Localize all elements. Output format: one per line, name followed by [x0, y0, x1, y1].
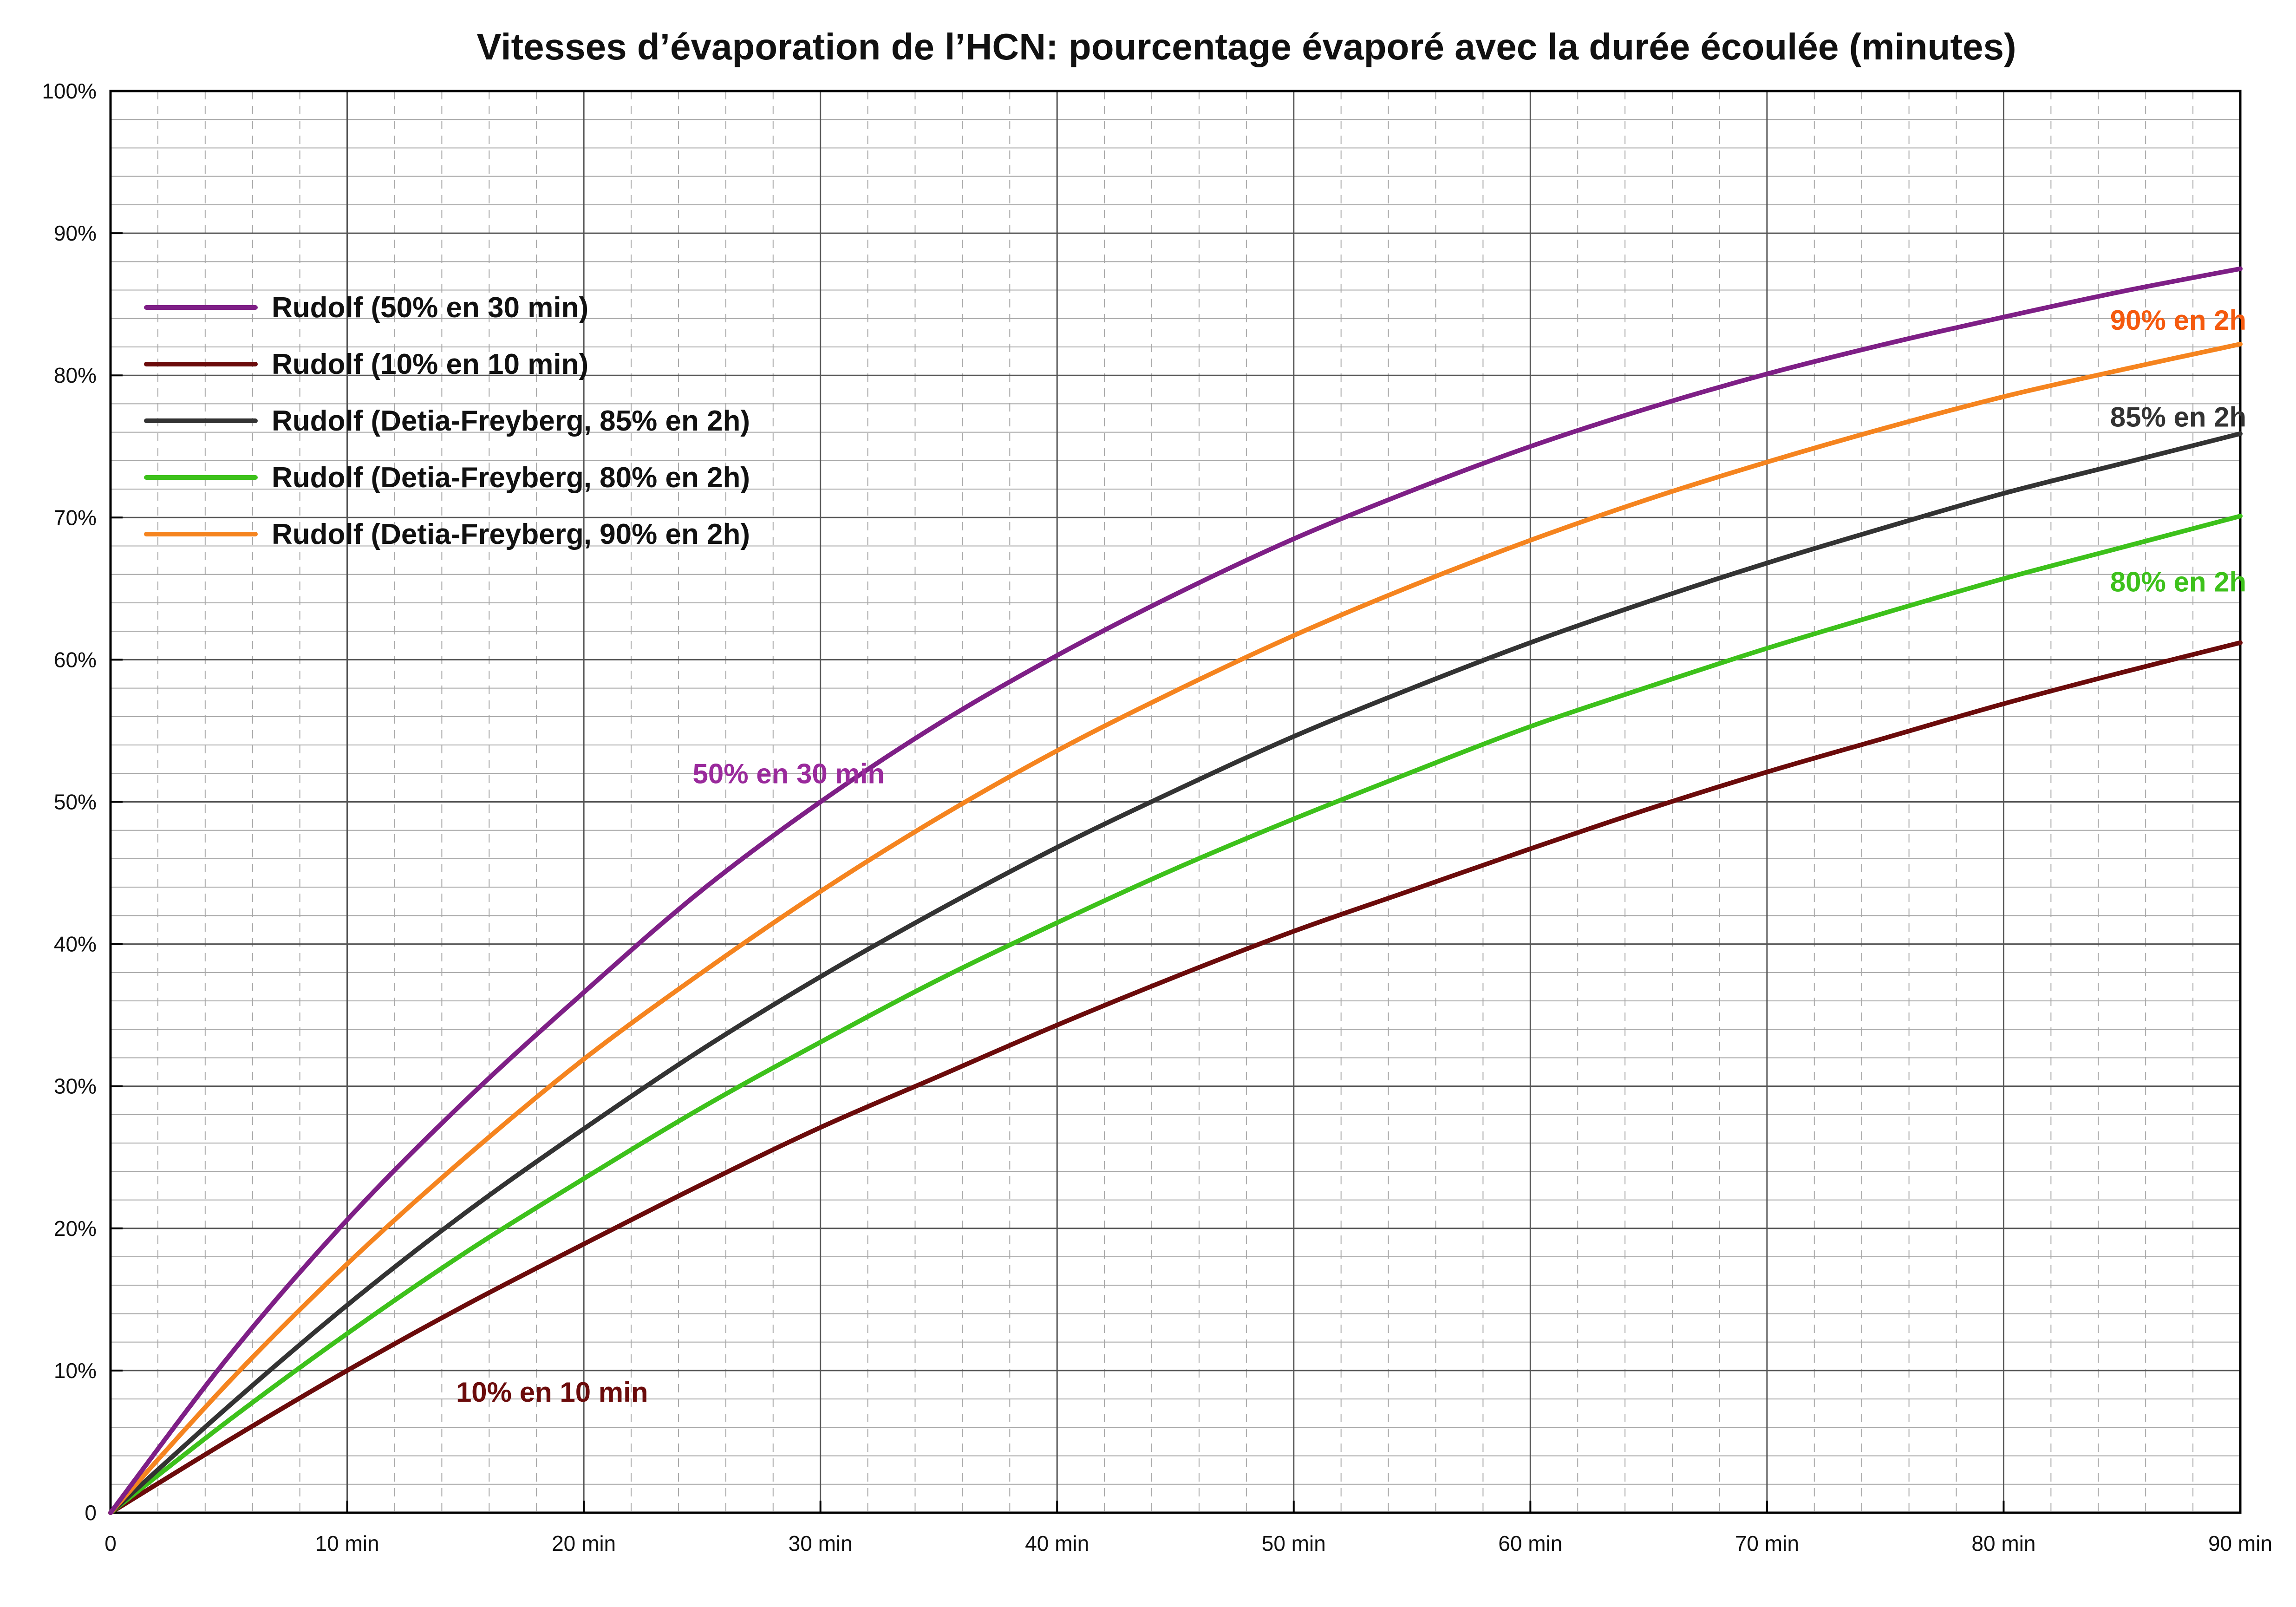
y-tick-labels: 0 10% 20% 30% 40% 50% 60% 70% 80% 90% 100%: [42, 79, 97, 1525]
series-line-2: [108, 640, 2243, 1515]
series-lines: [108, 266, 2243, 1515]
annotation-label: 50% en 30 min: [693, 758, 885, 790]
plot-frame: [109, 90, 2242, 1514]
y-tick-label: 10%: [54, 1359, 97, 1383]
legend-entry: Rudolf (Detia-Freyberg, 90% en 2h): [272, 518, 750, 550]
x-tick-label: 90 min: [2208, 1531, 2272, 1555]
y-tick-label: 70%: [54, 505, 97, 529]
legend: Rudolf (50% en 30 min) Rudolf (10% en 10 …: [144, 292, 750, 550]
y-tick-label: 90%: [54, 221, 97, 245]
annotation-label: 10% en 10 min: [456, 1377, 648, 1408]
x-tick-label: 40 min: [1025, 1531, 1089, 1555]
series-line-5: [108, 341, 2243, 1515]
legend-entry: Rudolf (Detia-Freyberg, 85% en 2h): [272, 405, 750, 437]
y-tick-label: 30%: [54, 1074, 97, 1098]
y-tick-label: 0: [85, 1501, 97, 1525]
y-tick-label: 80%: [54, 363, 97, 387]
y-tick-label: 60%: [54, 647, 97, 672]
y-tick-label: 20%: [54, 1216, 97, 1241]
x-tick-label: 0: [104, 1531, 117, 1555]
minor-grid: [111, 91, 2240, 1513]
legend-entry: Rudolf (10% en 10 min): [272, 348, 588, 380]
y-tick-label: 50%: [54, 790, 97, 814]
major-grid: [111, 91, 2240, 1513]
chart-title: Vitesses d’évaporation de l’HCN: pourcen…: [476, 26, 2016, 67]
legend-entry: Rudolf (Detia-Freyberg, 80% en 2h): [272, 462, 750, 494]
x-tick-label: 70 min: [1735, 1531, 1799, 1555]
annotation-label: 85% en 2h: [2110, 401, 2246, 432]
x-tick-label: 20 min: [552, 1531, 616, 1555]
legend-entry: Rudolf (50% en 30 min): [272, 292, 588, 324]
y-tick-label: 100%: [42, 79, 97, 103]
series-line-4: [108, 514, 2243, 1515]
series-line-1: [108, 266, 2243, 1515]
annotation-label: 80% en 2h: [2110, 566, 2246, 597]
annotation-label: 90% en 2h: [2110, 305, 2246, 336]
series-line-3: [108, 431, 2243, 1515]
x-tick-labels: 0 10 min 20 min 30 min 40 min 50 min 60 min 70 …: [104, 1531, 2272, 1555]
x-tick-label: 50 min: [1262, 1531, 1326, 1555]
annotations: 90% en 2h 85% en 2h 80% en 2h 50% en 30 min…: [456, 305, 2246, 1408]
y-tick-label: 40%: [54, 932, 97, 956]
x-tick-label: 60 min: [1498, 1531, 1562, 1555]
x-tick-label: 10 min: [315, 1531, 379, 1555]
x-tick-label: 80 min: [1971, 1531, 2035, 1555]
x-tick-label: 30 min: [789, 1531, 853, 1555]
